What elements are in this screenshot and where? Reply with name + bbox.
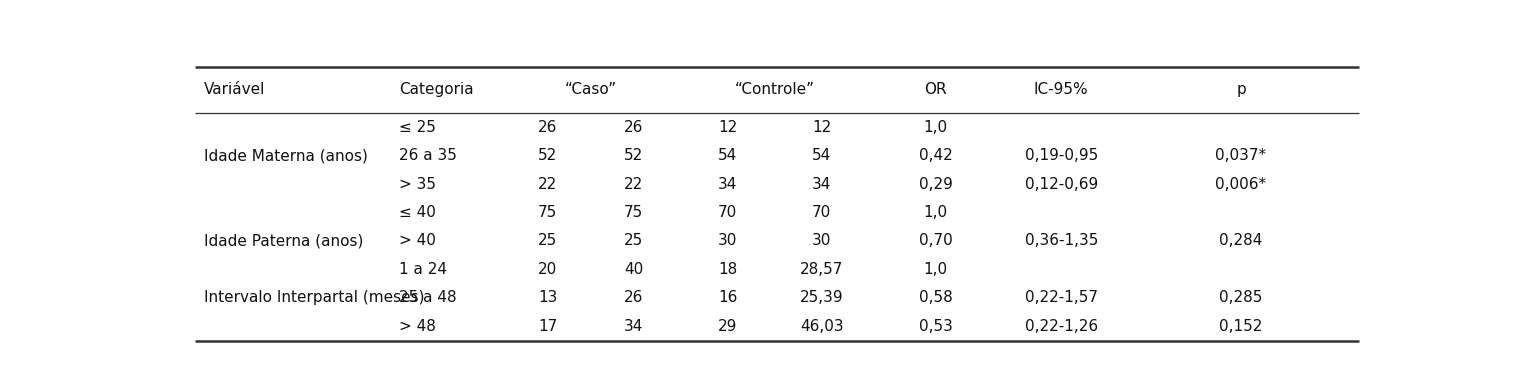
Text: 0,285: 0,285 [1219, 290, 1263, 305]
Text: 26: 26 [538, 120, 558, 135]
Text: 0,70: 0,70 [919, 233, 952, 248]
Text: 0,152: 0,152 [1219, 319, 1263, 334]
Text: 75: 75 [538, 205, 558, 220]
Text: > 48: > 48 [399, 319, 435, 334]
Text: 12: 12 [813, 120, 831, 135]
Text: 0,58: 0,58 [919, 290, 952, 305]
Text: 0,42: 0,42 [919, 148, 952, 163]
Text: 30: 30 [719, 233, 737, 248]
Text: 46,03: 46,03 [800, 319, 843, 334]
Text: 0,36-1,35: 0,36-1,35 [1025, 233, 1098, 248]
Text: > 35: > 35 [399, 177, 435, 192]
Text: 34: 34 [813, 177, 831, 192]
Text: 1,0: 1,0 [923, 205, 948, 220]
Text: 0,22-1,26: 0,22-1,26 [1025, 319, 1098, 334]
Text: 0,22-1,57: 0,22-1,57 [1025, 290, 1098, 305]
Text: 52: 52 [538, 148, 558, 163]
Text: 0,037*: 0,037* [1216, 148, 1266, 163]
Text: > 40: > 40 [399, 233, 435, 248]
Text: Variável: Variável [203, 82, 265, 97]
Text: ≤ 25: ≤ 25 [399, 120, 435, 135]
Text: 54: 54 [813, 148, 831, 163]
Text: 70: 70 [813, 205, 831, 220]
Text: “Caso”: “Caso” [564, 82, 617, 97]
Text: 22: 22 [538, 177, 558, 192]
Text: 26: 26 [625, 290, 643, 305]
Text: OR: OR [925, 82, 948, 97]
Text: 34: 34 [625, 319, 643, 334]
Text: 1 a 24: 1 a 24 [399, 262, 447, 277]
Text: 70: 70 [719, 205, 737, 220]
Text: 0,284: 0,284 [1219, 233, 1263, 248]
Text: 75: 75 [625, 205, 643, 220]
Text: 12: 12 [719, 120, 737, 135]
Text: 25: 25 [538, 233, 558, 248]
Text: 13: 13 [538, 290, 558, 305]
Text: 29: 29 [719, 319, 737, 334]
Text: 0,19-0,95: 0,19-0,95 [1025, 148, 1098, 163]
Text: 0,12-0,69: 0,12-0,69 [1025, 177, 1098, 192]
Text: 28,57: 28,57 [800, 262, 843, 277]
Text: Idade Materna (anos): Idade Materna (anos) [203, 148, 367, 163]
Text: 25,39: 25,39 [800, 290, 843, 305]
Text: Categoria: Categoria [399, 82, 473, 97]
Text: 22: 22 [625, 177, 643, 192]
Text: 0,006*: 0,006* [1216, 177, 1266, 192]
Text: IC-95%: IC-95% [1034, 82, 1088, 97]
Text: “Controle”: “Controle” [735, 82, 814, 97]
Text: 0,29: 0,29 [919, 177, 952, 192]
Text: Idade Paterna (anos): Idade Paterna (anos) [203, 233, 362, 248]
Text: 0,53: 0,53 [919, 319, 952, 334]
Text: 26 a 35: 26 a 35 [399, 148, 456, 163]
Text: p: p [1236, 82, 1246, 97]
Text: 1,0: 1,0 [923, 262, 948, 277]
Text: 1,0: 1,0 [923, 120, 948, 135]
Text: 20: 20 [538, 262, 558, 277]
Text: 25 a 48: 25 a 48 [399, 290, 456, 305]
Text: 52: 52 [625, 148, 643, 163]
Text: 34: 34 [719, 177, 737, 192]
Text: 16: 16 [719, 290, 737, 305]
Text: 54: 54 [719, 148, 737, 163]
Text: 17: 17 [538, 319, 558, 334]
Text: 25: 25 [625, 233, 643, 248]
Text: Intervalo Interpartal (meses): Intervalo Interpartal (meses) [203, 290, 424, 305]
Text: 26: 26 [625, 120, 643, 135]
Text: 40: 40 [625, 262, 643, 277]
Text: 30: 30 [813, 233, 831, 248]
Text: 18: 18 [719, 262, 737, 277]
Text: ≤ 40: ≤ 40 [399, 205, 435, 220]
